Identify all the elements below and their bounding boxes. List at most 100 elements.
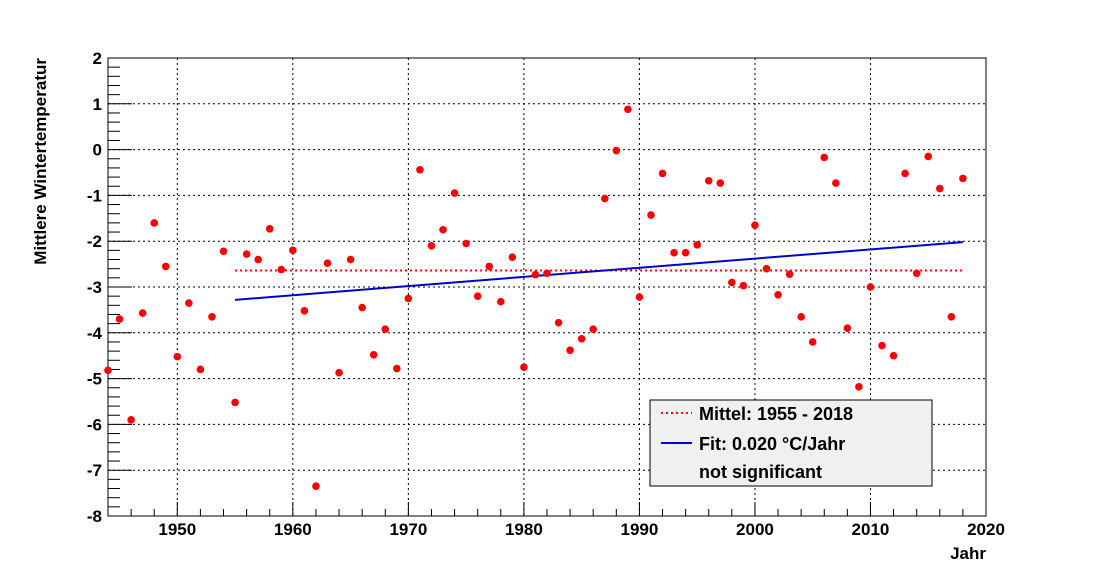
- data-point: [878, 341, 886, 350]
- x-tick-label: 1980: [505, 520, 543, 539]
- data-point: [473, 292, 482, 300]
- legend: Mittel: 1955 - 2018 Fit: 0.020 °C/Jahr n…: [649, 399, 933, 487]
- data-point: [808, 338, 817, 346]
- data-point: [231, 398, 239, 407]
- series-lines: [234, 241, 963, 301]
- y-tick-label: -7: [87, 461, 102, 480]
- y-tick-label: 2: [93, 49, 102, 68]
- x-axis-title: Jahr: [950, 544, 986, 563]
- data-point: [889, 351, 898, 360]
- data-point: [728, 278, 736, 287]
- data-point: [150, 219, 159, 227]
- data-point: [624, 105, 632, 114]
- x-tick-label: 2010: [852, 520, 890, 539]
- legend-label-significance: not significant: [699, 462, 822, 482]
- data-point: [485, 262, 494, 271]
- data-point: [381, 325, 390, 333]
- y-tick-labels: 2 1 0 -1 -2 -3 -4 -5 -6 -7 -8: [87, 49, 103, 526]
- x-tick-label: 2020: [967, 520, 1005, 539]
- data-point: [450, 189, 459, 197]
- data-point: [185, 299, 193, 307]
- data-point: [242, 250, 251, 258]
- grid: [108, 58, 986, 516]
- axis-ticks: [107, 57, 987, 517]
- data-point: [832, 179, 840, 187]
- data-point: [369, 350, 378, 359]
- x-tick-label: 2000: [736, 520, 774, 539]
- data-point: [924, 152, 933, 161]
- data-point: [289, 246, 297, 255]
- data-point: [462, 239, 470, 248]
- data-point: [404, 294, 413, 303]
- data-point: [612, 146, 621, 155]
- data-point: [508, 253, 517, 262]
- y-tick-label: -8: [87, 507, 102, 526]
- data-point: [843, 324, 852, 333]
- data-point: [577, 334, 586, 343]
- data-points: [104, 105, 967, 491]
- data-point: [496, 297, 505, 306]
- data-point: [346, 255, 355, 264]
- data-point: [300, 307, 309, 315]
- data-point: [104, 366, 112, 375]
- data-point: [589, 325, 598, 333]
- data-point: [866, 283, 875, 291]
- data-point: [947, 312, 956, 321]
- data-point: [127, 416, 135, 424]
- data-point: [554, 318, 563, 327]
- data-point: [115, 315, 124, 323]
- data-point: [785, 270, 794, 278]
- data-point: [219, 247, 228, 256]
- data-point: [439, 225, 447, 234]
- data-point: [393, 364, 401, 373]
- data-point: [658, 169, 667, 178]
- data-point: [912, 269, 921, 278]
- legend-label-fit: Fit: 0.020 °C/Jahr: [699, 434, 845, 454]
- y-tick-label: -5: [87, 370, 102, 389]
- data-point: [196, 365, 205, 374]
- fit-line: [234, 241, 963, 301]
- data-point: [323, 259, 332, 267]
- data-point: [265, 225, 274, 233]
- x-tick-label: 1990: [621, 520, 659, 539]
- data-point: [935, 184, 944, 193]
- data-point: [531, 270, 540, 279]
- legend-label-mean: Mittel: 1955 - 2018: [699, 404, 853, 424]
- data-point: [716, 179, 725, 187]
- x-tick-labels: 1950 1960 1970 1980 1990 2000 2010 2020: [158, 520, 1005, 539]
- data-point: [751, 221, 759, 229]
- data-point: [277, 265, 286, 274]
- data-point: [855, 383, 863, 391]
- y-tick-label: 0: [93, 141, 102, 160]
- data-point: [901, 169, 909, 178]
- legend-box: [649, 399, 933, 487]
- x-tick-label: 1970: [389, 520, 427, 539]
- y-tick-label: -3: [87, 278, 102, 297]
- data-point: [670, 248, 678, 257]
- data-point: [681, 248, 690, 257]
- data-point: [774, 290, 782, 299]
- data-point: [335, 368, 343, 377]
- y-tick-label: -2: [87, 232, 102, 251]
- data-point: [820, 153, 829, 162]
- data-point: [797, 312, 805, 321]
- data-point: [358, 303, 366, 312]
- y-axis-title: Mittlere Wintertemperatur: [31, 58, 50, 265]
- data-point: [173, 352, 182, 361]
- x-tick-label: 1950: [158, 520, 196, 539]
- data-point: [566, 346, 574, 355]
- data-point: [416, 165, 424, 174]
- data-point: [543, 269, 551, 278]
- y-tick-label: -6: [87, 415, 102, 434]
- data-point: [693, 241, 701, 249]
- data-point: [635, 293, 644, 301]
- y-tick-label: 1: [93, 95, 102, 114]
- data-point: [138, 309, 147, 317]
- data-point: [161, 262, 170, 271]
- data-point: [427, 241, 436, 250]
- data-point: [520, 363, 528, 371]
- data-point: [959, 174, 967, 183]
- data-point: [208, 312, 216, 321]
- data-point: [739, 281, 748, 290]
